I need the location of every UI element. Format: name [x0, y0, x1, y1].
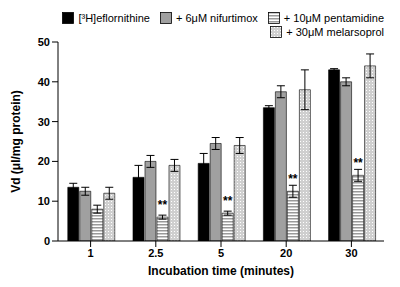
- html-text:+ 6μM nifurtimox: + 6μM nifurtimox: [176, 12, 258, 24]
- html-text:+ 10μM pentamidine: + 10μM pentamidine: [283, 12, 384, 24]
- svg-text:**: **: [353, 156, 363, 170]
- svg-text:2.5: 2.5: [148, 247, 163, 259]
- svg-text:**: **: [158, 198, 168, 212]
- svg-text:1: 1: [88, 247, 94, 259]
- svg-text:50: 50: [38, 36, 50, 48]
- svg-text:Incubation time (minutes): Incubation time (minutes): [148, 264, 294, 278]
- svg-text:30: 30: [345, 247, 357, 259]
- svg-text:10: 10: [38, 195, 50, 207]
- svg-text:Vd (μl/mg protein): Vd (μl/mg protein): [9, 90, 23, 193]
- svg-text:5: 5: [218, 247, 224, 259]
- svg-text:**: **: [288, 172, 298, 186]
- html-text:+ 30μM melarsoprol: + 30μM melarsoprol: [286, 26, 384, 38]
- svg-text:0: 0: [44, 235, 50, 247]
- svg-text:40: 40: [38, 76, 50, 88]
- svg-text:**: **: [223, 194, 233, 208]
- svg-text:30: 30: [38, 116, 50, 128]
- svg-text:20: 20: [38, 155, 50, 167]
- svg-text:20: 20: [280, 247, 292, 259]
- html-text:[³H]eflornithine: [³H]eflornithine: [78, 12, 150, 24]
